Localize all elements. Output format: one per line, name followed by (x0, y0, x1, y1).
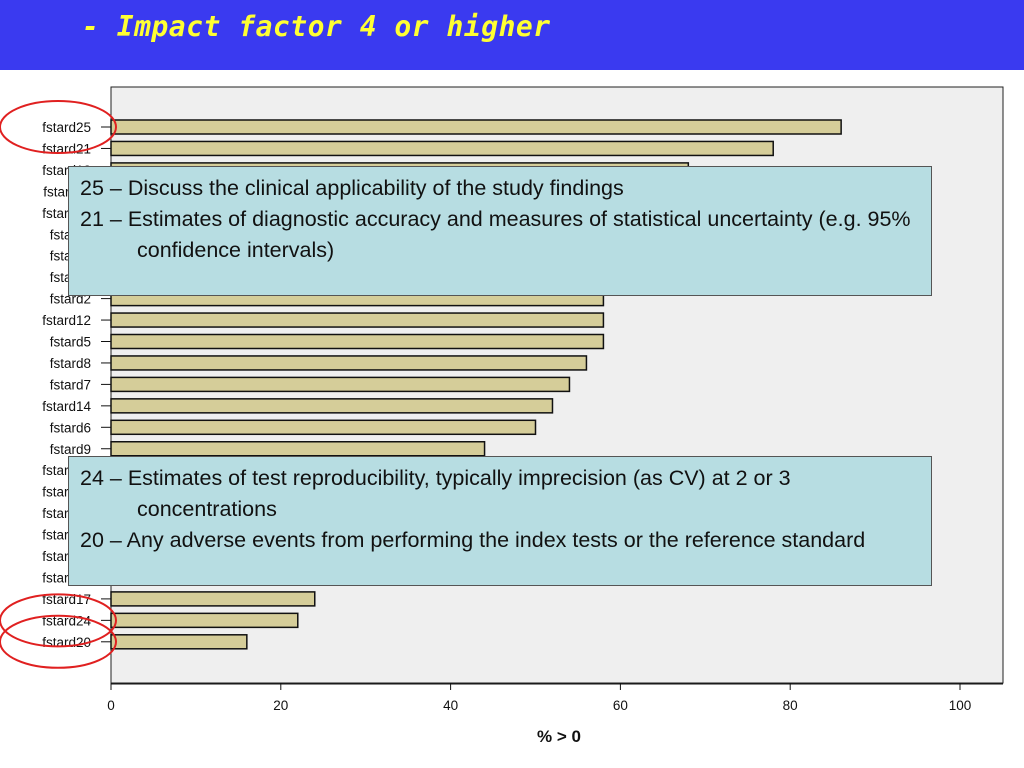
x-tick-label-100: 100 (949, 698, 972, 713)
highlight-circle-fstard25 (0, 100, 117, 154)
x-tick-label-40: 40 (443, 698, 458, 713)
x-tick-label-0: 0 (107, 698, 115, 713)
y-tick-label-fstard21: fstard21 (42, 141, 91, 156)
y-tick-label-fstard5: fstard5 (50, 335, 91, 350)
callout-bottom-line-2: 20 – Any adverse events from performing … (80, 528, 866, 552)
callout-top-line-1: 25 – Discuss the clinical applicability … (80, 176, 624, 200)
bar-fstard9 (110, 441, 486, 457)
callout-top-line-2: 21 – Estimates of diagnostic accuracy an… (80, 207, 911, 262)
bar-fstard7 (110, 376, 571, 393)
bar-fstard6 (110, 419, 537, 436)
y-tick-label-fstard20: fstard20 (42, 635, 91, 650)
bar-fstard5 (110, 333, 605, 350)
callout-top: 25 – Discuss the clinical applicability … (68, 166, 932, 296)
y-tick-label-fstard9: fstard9 (50, 442, 91, 457)
x-tick-label-80: 80 (783, 698, 798, 713)
x-axis-label: % > 0 (537, 727, 581, 746)
callout-bottom: 24 – Estimates of test reproducibility, … (68, 456, 932, 586)
highlight-circle-fstard20 (0, 614, 117, 669)
bar-fstard14 (110, 398, 554, 414)
x-tick-label-60: 60 (613, 698, 628, 713)
y-tick-label-fstard12: fstard12 (42, 313, 91, 328)
bar-fstard12 (110, 312, 605, 328)
bar-fstard24 (110, 612, 299, 629)
highlight-circle-fstard24 (0, 593, 117, 648)
y-tick-label-fstard25: fstard25 (42, 120, 91, 135)
y-tick-label-fstard6: fstard6 (50, 420, 91, 435)
y-tick-label-fstard7: fstard7 (50, 377, 91, 392)
bar-fstard20 (110, 634, 248, 650)
callout-bottom-line-1: 24 – Estimates of test reproducibility, … (80, 466, 791, 521)
slide-title: - Impact factor 4 or higher (82, 10, 551, 43)
title-bar: - Impact factor 4 or higher (0, 0, 1024, 70)
bar-fstard8 (110, 355, 588, 371)
x-tick-label-20: 20 (273, 698, 288, 713)
bar-fstard21 (110, 140, 774, 157)
y-tick-label-fstard14: fstard14 (42, 399, 91, 414)
y-tick-label-fstard8: fstard8 (50, 356, 91, 371)
bar-fstard17 (110, 591, 316, 607)
bar-fstard25 (110, 119, 842, 135)
